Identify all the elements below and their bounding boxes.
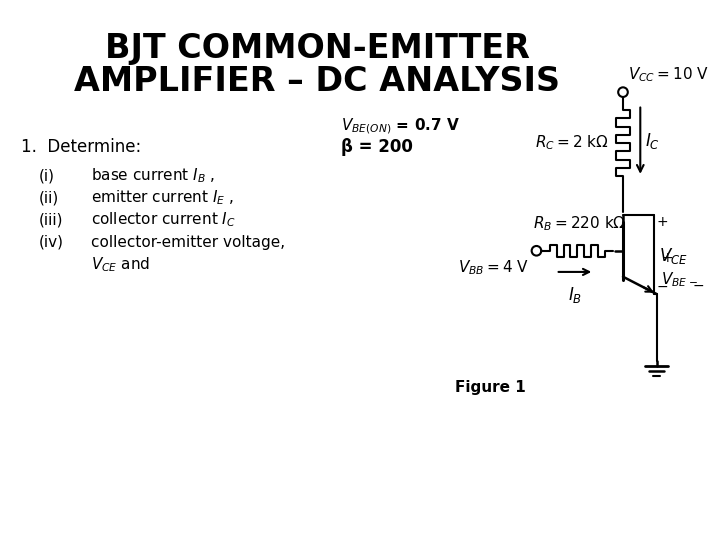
Text: base current $I_B$ ,: base current $I_B$ , (91, 166, 215, 185)
Text: +: + (662, 252, 673, 266)
Text: (ii): (ii) (38, 191, 59, 205)
Text: (iii): (iii) (38, 213, 63, 227)
Text: $R_C = 2\ \mathrm{k\Omega}$: $R_C = 2\ \mathrm{k\Omega}$ (535, 134, 608, 152)
Text: $V_{BE(ON)}$ = 0.7 V: $V_{BE(ON)}$ = 0.7 V (341, 116, 460, 136)
Text: 1.  Determine:: 1. Determine: (21, 138, 141, 156)
Text: β = 200: β = 200 (341, 138, 413, 156)
Text: $V_{BE}$$_-$: $V_{BE}$$_-$ (662, 270, 698, 289)
Text: $V_{CE}$: $V_{CE}$ (659, 246, 688, 266)
Text: collector-emitter voltage,: collector-emitter voltage, (91, 234, 285, 249)
Text: (iv): (iv) (38, 234, 63, 249)
Text: $V_{CC} = 10\ \mathrm{V}$: $V_{CC} = 10\ \mathrm{V}$ (628, 65, 709, 84)
Text: emitter current $I_E$ ,: emitter current $I_E$ , (91, 188, 235, 207)
Text: collector current $I_C$: collector current $I_C$ (91, 211, 236, 229)
Text: $I_B$: $I_B$ (568, 285, 582, 306)
Text: (i): (i) (38, 168, 55, 183)
Text: +: + (657, 215, 668, 229)
Text: $R_B = 220\ \mathrm{k\Omega}$: $R_B = 220\ \mathrm{k\Omega}$ (534, 215, 626, 233)
Text: $V_{CE}$ and: $V_{CE}$ and (91, 255, 150, 274)
Text: BJT COMMON-EMITTER: BJT COMMON-EMITTER (105, 32, 530, 65)
Text: Figure 1: Figure 1 (455, 380, 526, 395)
Text: −: − (657, 279, 668, 293)
Text: $I_C$: $I_C$ (645, 131, 660, 151)
Text: AMPLIFIER – DC ANALYSIS: AMPLIFIER – DC ANALYSIS (74, 65, 560, 98)
Text: $V_{BB} = 4\ \mathrm{V}$: $V_{BB} = 4\ \mathrm{V}$ (457, 259, 528, 278)
Text: −: − (692, 279, 704, 292)
